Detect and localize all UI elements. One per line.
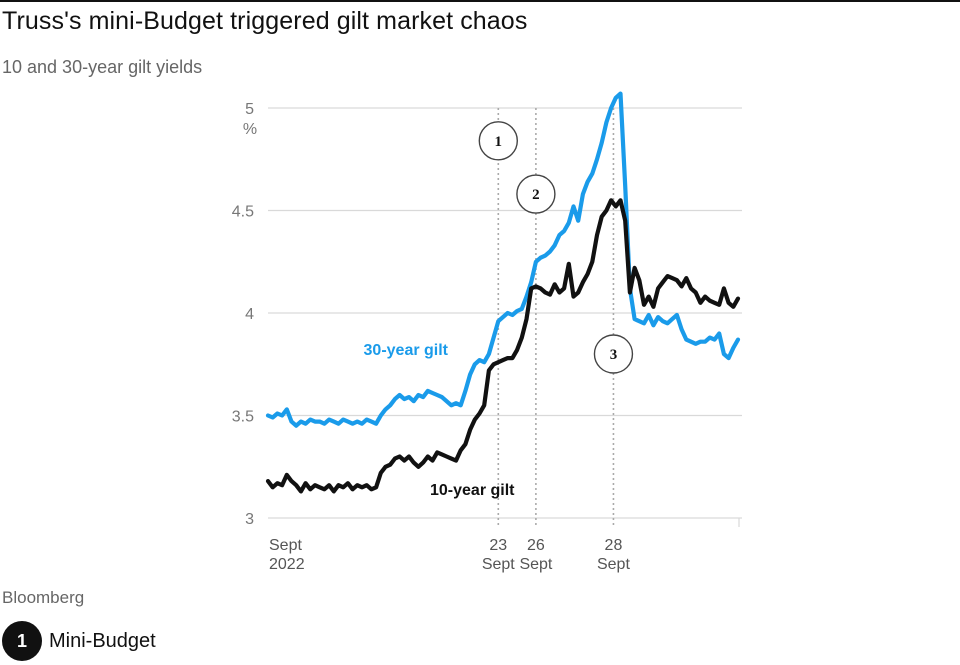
x-tick-label: Sept [597,556,630,573]
y-tick-label: 4 [245,306,254,323]
y-unit-label: % [243,121,257,138]
event-marker-label: 1 [495,134,503,150]
y-tick-label: 5 [245,101,254,118]
event-marker-circle-1 [478,121,518,161]
legend-text: Mini-Budget [49,629,156,652]
gridlines [268,107,742,527]
gilt-yield-chart: 33.544.55% 123 Sept202223Sept26Sept28Sep… [232,91,742,573]
series-lines [265,91,741,494]
event-marker-lines [497,108,615,526]
ten-year-gilt-label: 10-year gilt [430,482,515,499]
event-marker-label: 3 [610,347,618,363]
thirty-year-gilt-line [265,91,741,428]
y-tick-label: 3 [245,511,254,528]
x-tick-label: 23 [489,537,507,554]
event-marker-label: 2 [532,187,540,203]
x-tick-label: 28 [605,537,623,554]
series-labels: 30-year gilt 10-year gilt [364,342,516,499]
event-marker-circle-3 [593,334,634,374]
legend: 1 Mini-Budget [2,620,156,662]
source-label: Bloomberg [2,588,85,607]
chart-title: Truss's mini-Budget triggered gilt marke… [2,7,528,35]
event-marker-circle-2 [516,174,556,214]
x-axis-labels: Sept 2022 23 Sept 26 Sept 28 Sept [269,537,630,573]
thirty-year-gilt-label: 30-year gilt [364,342,449,359]
x-tick-label: Sept [519,556,552,573]
legend-marker: 1 [2,621,42,661]
chart-subtitle: 10 and 30-year gilt yields [2,57,203,77]
x-tick-label: 2022 [269,556,305,573]
ten-year-gilt-line [265,198,741,494]
x-tick-label: Sept [269,537,302,554]
y-axis-labels: 3 3.5 4 4.5 5% [232,101,257,528]
x-tick-label: Sept [482,556,515,573]
y-tick-label: 3.5 [232,409,254,426]
x-tick-label: 26 [527,537,545,554]
top-rule [0,0,960,2]
event-markers: 1 2 3 [478,121,634,374]
y-tick-label: 4.5 [232,204,254,221]
